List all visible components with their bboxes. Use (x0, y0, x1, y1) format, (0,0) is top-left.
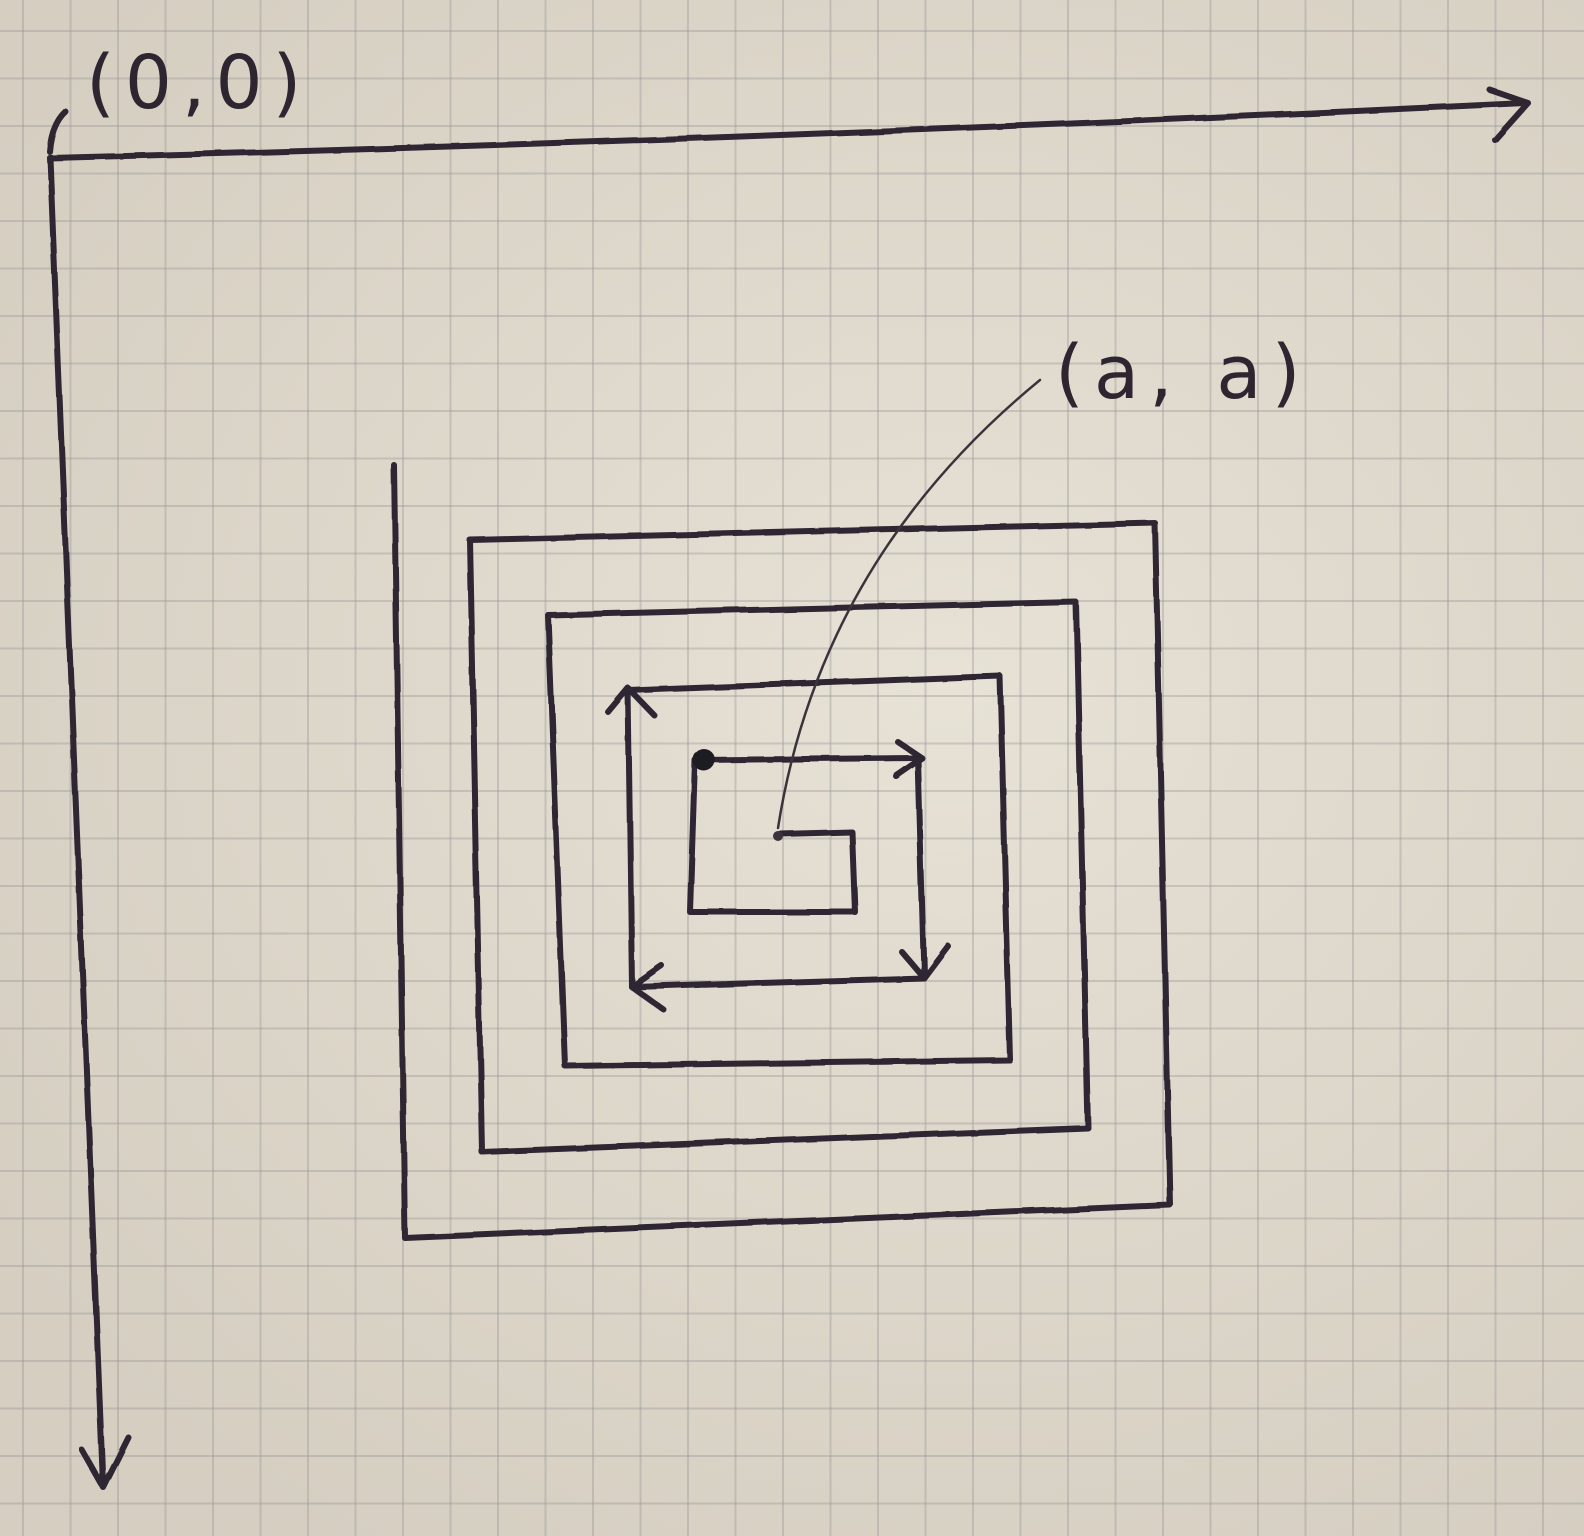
spiral-segment-start (687, 755, 921, 915)
start-point (693, 749, 715, 771)
square-spiral (391, 462, 1173, 1241)
arrowhead-right (893, 739, 925, 779)
x-axis-arrowhead (1487, 87, 1531, 143)
center-point (773, 831, 783, 841)
x-axis (47, 100, 1528, 161)
spiral-segment-up (625, 687, 635, 990)
y-axis (47, 155, 106, 1488)
origin-label: (0,0) (86, 40, 311, 126)
origin-tick (47, 109, 69, 155)
spiral-segment-left (629, 975, 927, 990)
center-leader-line (776, 378, 1042, 830)
y-axis-arrowhead (79, 1434, 131, 1490)
axes (47, 87, 1531, 1490)
spiral-outer-turns (391, 462, 1173, 1241)
spiral-segment-down (915, 755, 927, 978)
center-label: (a, a) (1055, 330, 1310, 416)
